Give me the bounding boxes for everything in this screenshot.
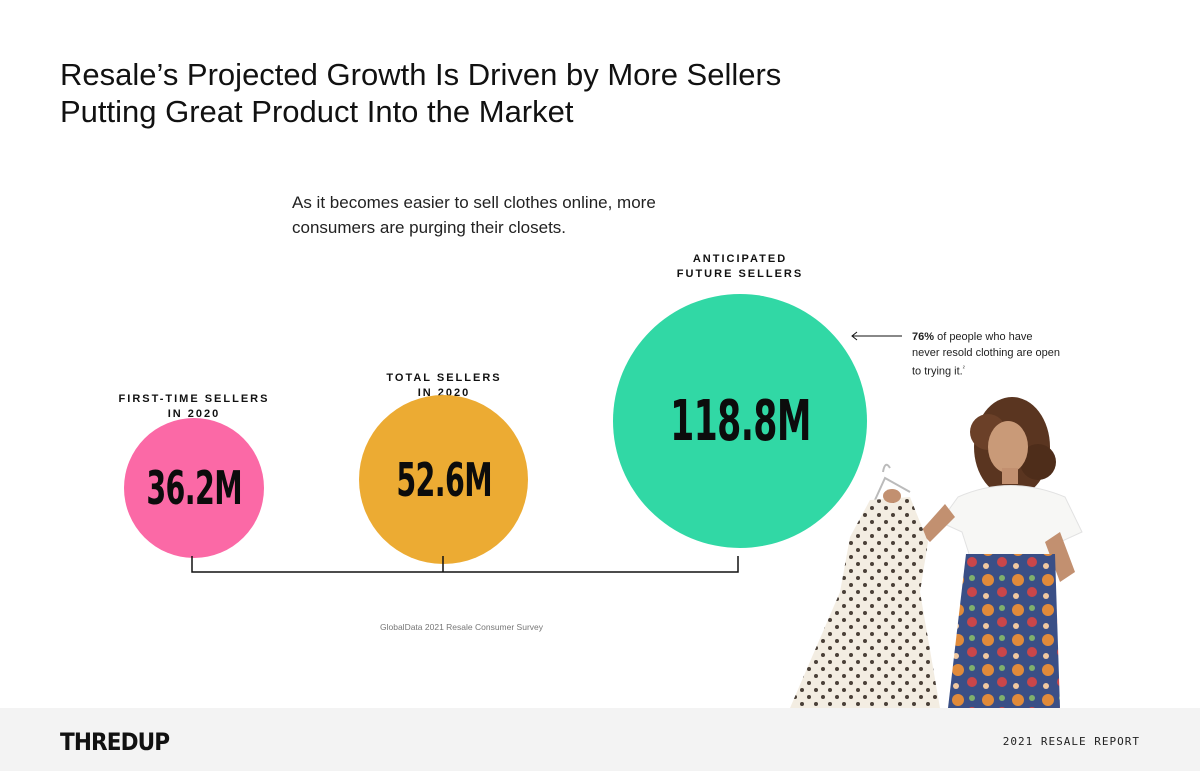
bubble-total-sellers: 52.6M (359, 395, 529, 565)
bubble-first-time-sellers: 36.2M (123, 417, 265, 559)
report-name: 2021 RESALE REPORT (1002, 735, 1140, 748)
bubble-value-first-time-sellers: 36.2M (146, 460, 242, 515)
annotation-body: of people who have never resold clothing… (912, 331, 1060, 378)
footer-bar: THREDUP 2021 RESALE REPORT (0, 708, 1200, 771)
annotation-footnote: ² (962, 366, 965, 372)
annotation-bold: 76% (912, 331, 935, 343)
bubble-connector-bracket (191, 556, 739, 573)
thredup-logo: THREDUP (60, 728, 170, 756)
bubble-value-future-sellers: 118.8M (669, 388, 811, 454)
source-note: GlobalData 2021 Resale Consumer Survey (380, 622, 544, 632)
annotation-arrow-icon (851, 331, 902, 341)
annotation-text: 76% of people who have never resold clot… (912, 329, 1062, 380)
page-title: Resale’s Projected Growth Is Driven by M… (60, 57, 782, 129)
page-subtitle: As it becomes easier to sell clothes onl… (292, 193, 656, 237)
woman-holding-dress-photo (790, 397, 1083, 708)
bubble-value-total-sellers: 52.6M (396, 452, 492, 507)
bubble-label-total-sellers: TOTAL SELLERS IN 2020 (386, 372, 502, 399)
bubble-label-future-sellers: ANTICIPATED FUTURE SELLERS (676, 253, 804, 280)
bubble-label-first-time-sellers: FIRST-TIME SELLERS IN 2020 (118, 393, 270, 420)
bubble-future-sellers: 118.8M (613, 294, 867, 548)
